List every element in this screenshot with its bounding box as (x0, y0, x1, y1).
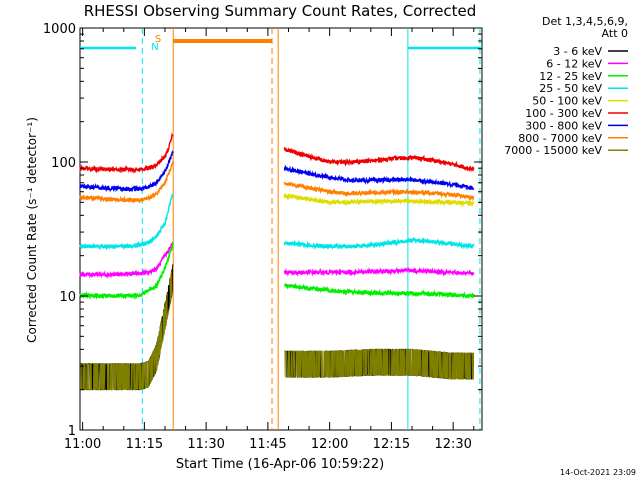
series-line (283, 266, 475, 277)
series-line (79, 161, 174, 204)
legend-label: 800 - 7000 keV (518, 132, 602, 145)
series-line (79, 193, 174, 251)
legend-label: 7000 - 15000 keV (504, 144, 602, 157)
flag-label-s: S (155, 34, 161, 45)
x-tick-label: 11:00 (64, 437, 101, 452)
flag-bars: SN (80, 34, 482, 53)
series-7 (79, 161, 475, 204)
series-line (283, 181, 475, 202)
series-line (284, 348, 474, 380)
series-3 (79, 193, 475, 251)
series-6 (79, 150, 475, 193)
series-line (283, 164, 475, 191)
legend-label: 300 - 800 keV (525, 119, 602, 132)
series-line (79, 241, 174, 301)
series-line (79, 132, 174, 174)
x-tick-label: 12:15 (373, 437, 410, 452)
x-axis: 11:00 11:15 11:30 11:45 12:00 12:15 12:30 (64, 28, 475, 452)
y-tick-label: 10 (59, 290, 76, 305)
x-axis-label: Start Time (16-Apr-06 10:59:22) (176, 457, 384, 472)
x-tick-label: 11:45 (249, 437, 286, 452)
legend-label: 6 - 12 keV (546, 57, 602, 70)
y-tick-label: 1000 (43, 22, 76, 37)
legend-label: 25 - 50 keV (539, 82, 602, 95)
legend-label: 50 - 100 keV (532, 95, 602, 108)
legend-title-line: Det 1,3,4,5,6,9, (542, 15, 628, 28)
legend-label: 3 - 6 keV (553, 45, 602, 58)
series-line (79, 150, 174, 193)
series-line (80, 271, 174, 391)
series-line (283, 237, 475, 251)
series-8 (80, 271, 474, 391)
legend-label: 12 - 25 keV (539, 70, 602, 83)
y-axis: 1 10 100 1000 (43, 22, 482, 439)
x-tick-label: 11:30 (187, 437, 224, 452)
series-line (79, 241, 174, 279)
series-group (79, 132, 475, 391)
y-tick-label: 1 (68, 424, 76, 439)
flag-label-n: N (151, 42, 158, 53)
series-4 (283, 192, 475, 208)
series-line (283, 192, 475, 208)
chart-title: RHESSI Observing Summary Count Rates, Co… (84, 2, 477, 20)
y-tick-label: 100 (51, 156, 76, 171)
x-tick-label: 11:15 (126, 437, 163, 452)
series-line (283, 146, 475, 173)
x-tick-label: 12:00 (311, 437, 348, 452)
x-tick-label: 12:30 (434, 437, 471, 452)
y-axis-label: Corrected Count Rate (s⁻¹ detector⁻¹) (25, 117, 39, 343)
series-line (283, 282, 475, 299)
series-1 (79, 241, 475, 279)
footer-date: 14-Oct-2021 23:09 (560, 468, 636, 477)
legend-title-line: Att 0 (602, 27, 628, 40)
series-5 (79, 132, 475, 174)
series-2 (79, 241, 475, 301)
legend-label: 100 - 300 keV (525, 107, 602, 120)
